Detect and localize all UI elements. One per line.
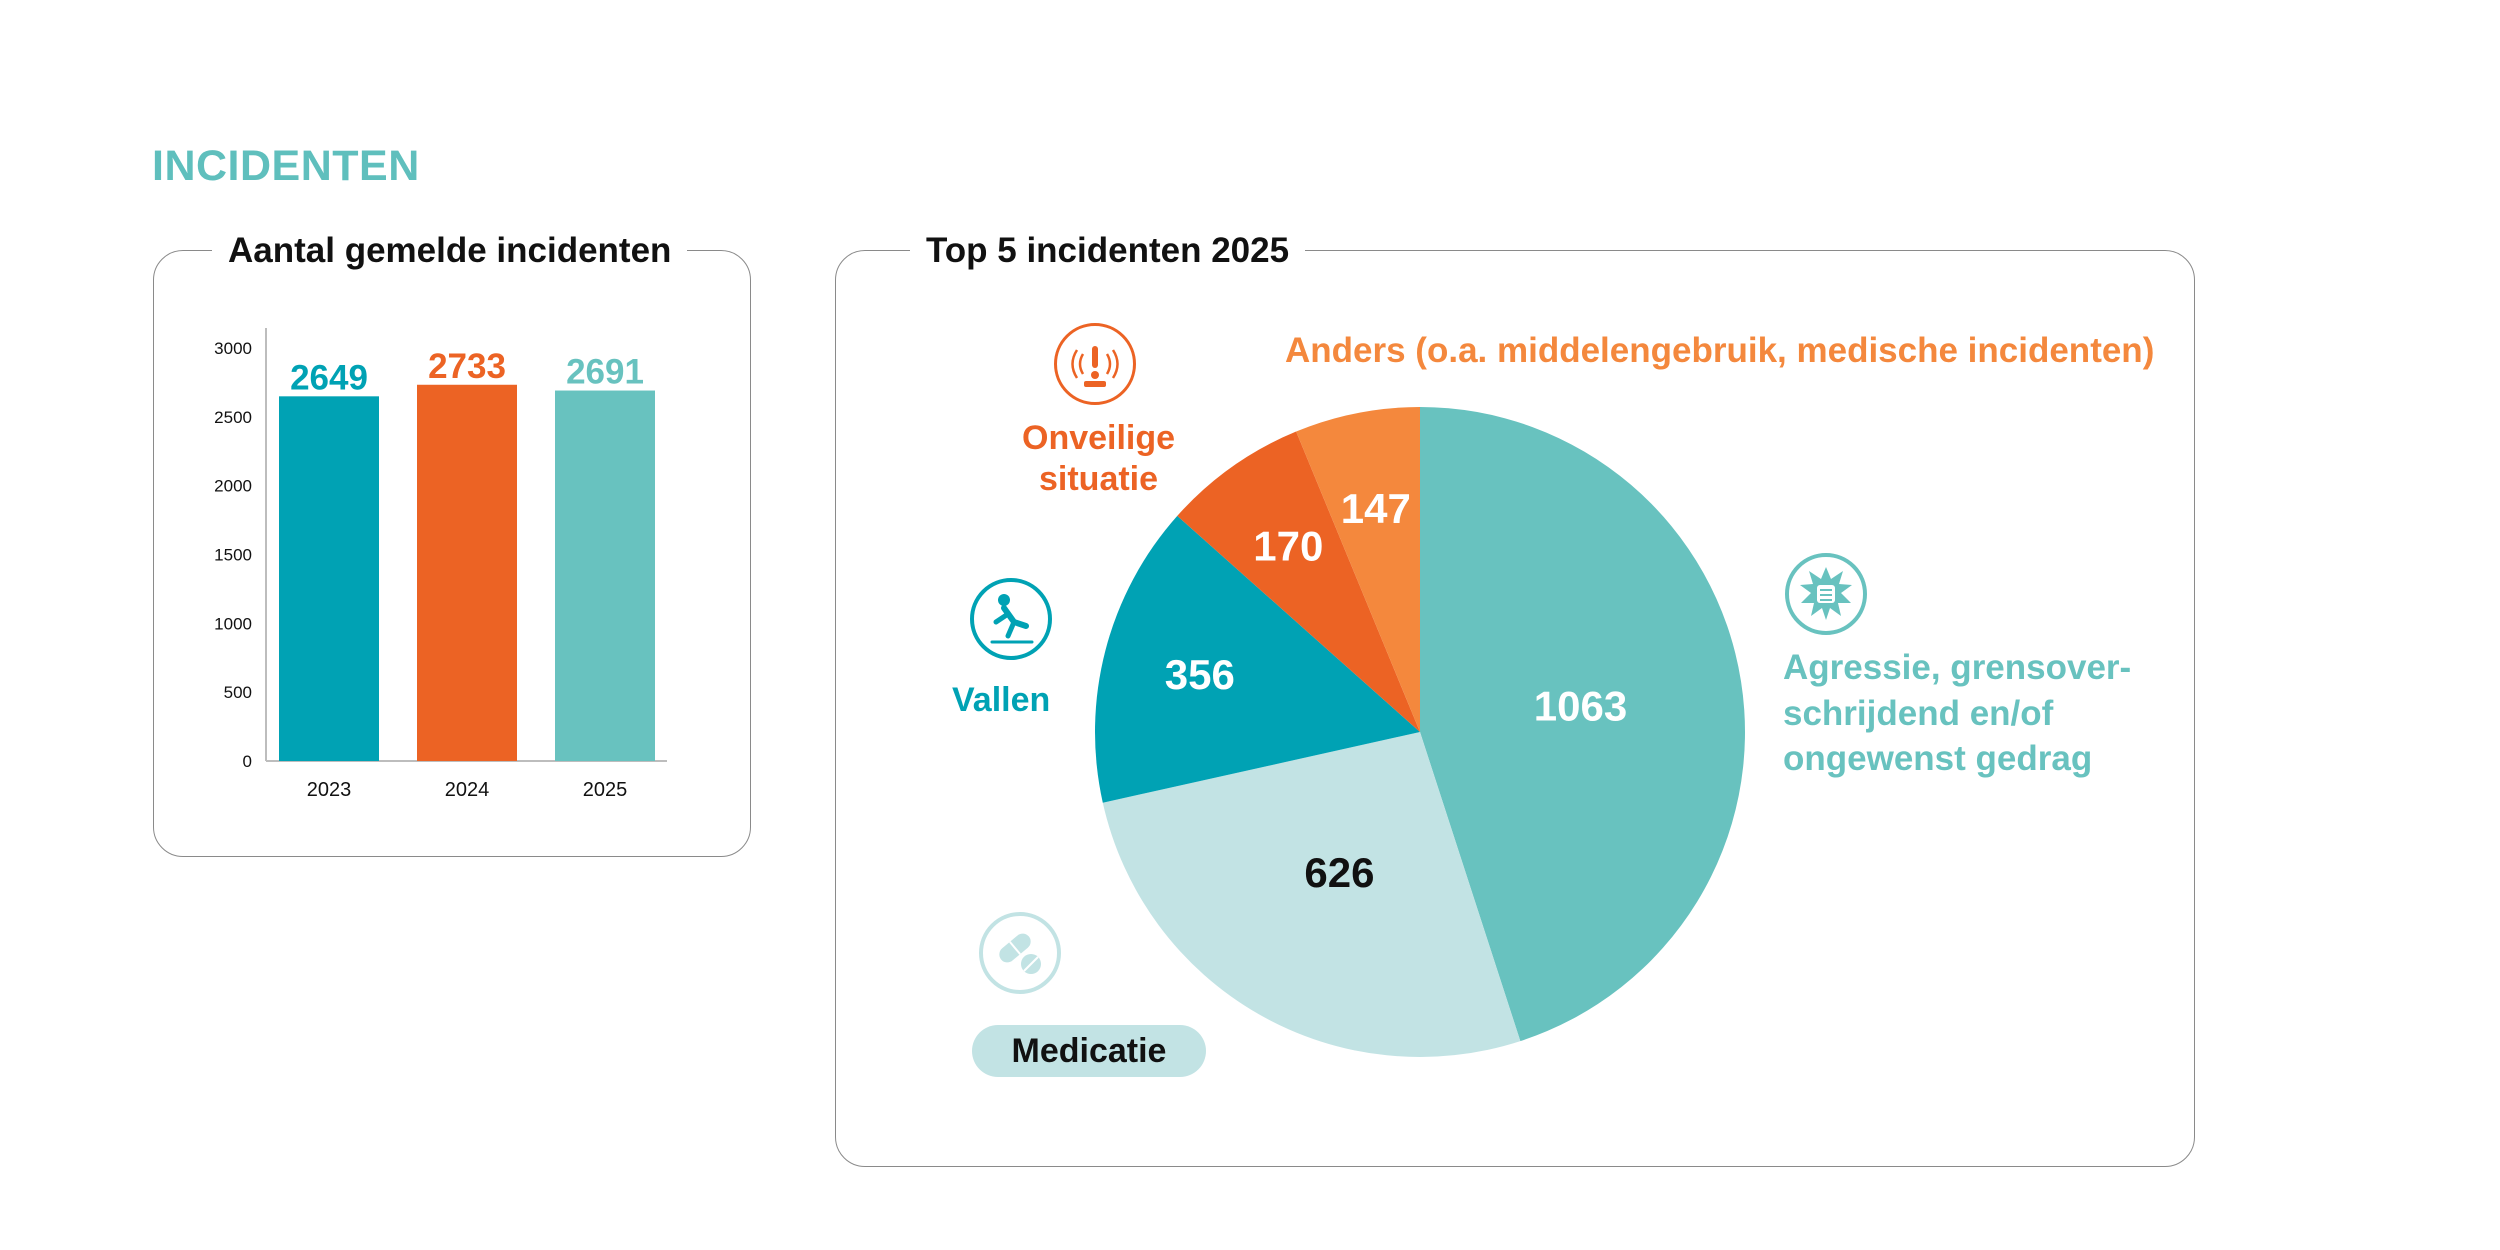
y-tick-label: 0 [243,752,252,771]
y-tick-label: 1500 [214,546,252,565]
bar-2024 [417,384,517,761]
bar-chart-panel: Aantal gemelde incidenten 0 500 1000 1500 20… [153,225,751,857]
label-vallen: Vallen [952,681,1051,719]
label-agressie: Agressie, grensover- schrijdend en/of on… [1783,648,2132,778]
person-falling-icon [970,578,1052,660]
y-tick-label: 3000 [214,339,252,358]
pie-slice-3 [1177,431,1420,732]
pie-value-label: 1063 [1534,683,1627,730]
y-tick-label: 1000 [214,614,252,633]
pie-chart-title: Top 5 incidenten 2025 [910,225,1306,277]
x-tick-label: 2024 [445,779,490,801]
pie-slice-4 [1296,407,1420,732]
pills-icon [979,912,1061,994]
pie-value-label: 170 [1253,522,1323,569]
x-tick-label: 2025 [583,779,628,801]
y-tick-label: 2000 [214,477,252,496]
y-tick-label: 500 [224,683,252,702]
pie-slice-2 [1095,515,1420,803]
bar-chart-title: Aantal gemelde incidenten [212,225,688,277]
pie-value-label: 626 [1304,849,1374,896]
pie-value-label: 147 [1341,485,1411,532]
bar-chart: 0 500 1000 1500 2000 2500 3000 2649 2023 2733 2024… [214,328,667,801]
bar-value-label: 2649 [290,358,368,397]
bar-2023 [279,396,379,761]
alarm-icon [1054,323,1136,405]
x-tick-label: 2023 [307,779,352,801]
fist-burst-icon [1785,553,1867,635]
pie-chart-panel: Top 5 incidenten 2025 [835,225,2195,1167]
pie-slice-0 [1420,407,1746,1042]
label-onveilige-situatie: Onveilige situatie [1022,419,1176,498]
bar-2025 [555,390,655,761]
page-heading: INCIDENTEN [152,142,420,190]
y-tick-label: 2500 [214,408,252,427]
pie-value-label: 356 [1165,651,1235,698]
bar-value-label: 2733 [428,347,506,386]
label-medicatie-badge: Medicatie [972,1025,1206,1077]
pie-slice-1 [1102,732,1521,1057]
label-anders: Anders (o.a. middelengebruik, medische i… [1285,331,2155,370]
bar-value-label: 2691 [566,353,644,392]
